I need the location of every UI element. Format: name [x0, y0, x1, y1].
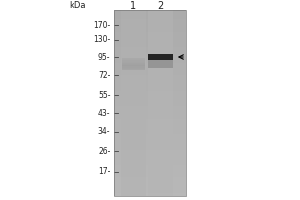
Bar	[122, 63, 145, 64]
Bar	[114, 162, 186, 165]
Bar	[114, 16, 186, 19]
Bar	[114, 115, 186, 118]
Bar	[114, 29, 186, 32]
Bar	[114, 153, 186, 156]
Bar	[114, 165, 186, 168]
Bar	[122, 62, 145, 63]
Bar	[121, 10, 146, 196]
Bar	[114, 125, 186, 128]
Text: 1: 1	[130, 1, 136, 11]
Bar	[122, 69, 145, 70]
Bar	[114, 112, 186, 115]
Bar	[114, 100, 186, 103]
Bar	[114, 47, 186, 50]
Bar	[122, 66, 145, 68]
Bar	[122, 60, 145, 62]
Bar	[114, 57, 186, 60]
Bar	[114, 180, 186, 184]
Bar	[114, 63, 186, 66]
Bar	[114, 168, 186, 171]
Bar	[114, 97, 186, 100]
Bar	[114, 44, 186, 47]
Text: 95-: 95-	[98, 52, 110, 62]
Bar	[114, 190, 186, 193]
Bar	[114, 128, 186, 131]
Bar	[114, 122, 186, 125]
Bar	[114, 134, 186, 137]
Bar	[114, 88, 186, 91]
Text: 2: 2	[158, 1, 164, 11]
Bar	[114, 184, 186, 187]
Bar	[114, 171, 186, 174]
Bar	[114, 109, 186, 112]
Bar	[114, 156, 186, 159]
Bar	[114, 22, 186, 25]
Bar	[114, 140, 186, 143]
Bar	[114, 146, 186, 150]
Bar	[114, 60, 186, 63]
Bar	[114, 10, 186, 13]
Bar	[114, 159, 186, 162]
Bar	[122, 59, 145, 60]
Text: 170-: 170-	[93, 21, 110, 29]
Bar	[114, 137, 186, 140]
Bar	[114, 91, 186, 94]
Bar	[114, 50, 186, 53]
Bar	[114, 41, 186, 44]
Bar	[148, 60, 173, 68]
Bar	[148, 54, 173, 60]
Bar	[122, 58, 145, 59]
Bar	[114, 72, 186, 75]
Bar	[114, 35, 186, 38]
Text: 55-: 55-	[98, 90, 110, 99]
Bar	[114, 118, 186, 122]
Bar	[114, 84, 186, 88]
Text: 43-: 43-	[98, 108, 110, 117]
Bar	[114, 150, 186, 153]
Text: 130-: 130-	[93, 36, 110, 45]
Bar	[114, 25, 186, 29]
Bar	[114, 94, 186, 97]
Bar	[114, 193, 186, 196]
Bar	[114, 32, 186, 35]
Bar	[114, 69, 186, 72]
Bar	[114, 131, 186, 134]
Bar	[114, 13, 186, 16]
Bar	[114, 19, 186, 22]
Bar	[122, 68, 145, 69]
Text: 26-: 26-	[98, 146, 110, 156]
Bar	[114, 10, 186, 196]
Bar	[114, 174, 186, 177]
Bar	[122, 65, 145, 66]
Bar	[114, 103, 186, 106]
Bar	[114, 75, 186, 78]
Bar	[114, 78, 186, 81]
Text: 34-: 34-	[98, 128, 110, 136]
Bar	[114, 38, 186, 41]
Bar	[114, 106, 186, 109]
Text: kDa: kDa	[69, 1, 85, 10]
Bar	[148, 10, 173, 196]
Bar	[114, 177, 186, 180]
Bar	[122, 64, 145, 65]
Bar	[114, 81, 186, 84]
Bar	[114, 187, 186, 190]
Bar	[114, 53, 186, 56]
Bar	[114, 143, 186, 146]
Text: 17-: 17-	[98, 168, 110, 176]
Text: 72-: 72-	[98, 71, 110, 79]
Bar	[114, 66, 186, 69]
